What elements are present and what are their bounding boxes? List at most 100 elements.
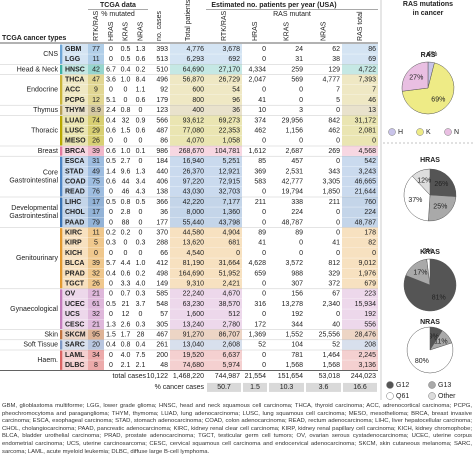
table-cell: 95 [92,332,100,339]
cell-shade [170,329,206,340]
table-cell: 0 [139,219,143,226]
table-cell: 548 [156,301,168,308]
table-cell: 4,777 [322,77,340,84]
table-cell: 46,665 [355,179,377,186]
panel-title: RAS mutations [403,1,453,8]
table-cell: 91,270 [183,332,205,339]
group-label: Breast [38,148,58,155]
cell-shade [88,217,104,228]
cell-shade [88,227,104,238]
group-label: CNS [43,51,58,58]
column-header: Total patients [185,0,192,41]
table-cell: 26,370 [183,168,205,175]
pie-label: 25% [433,204,447,211]
table-cell: 0 [139,250,143,257]
table-cell: 0.4 [106,270,116,277]
cancer-abbr: GBM [65,46,82,53]
cell-shade [88,176,104,187]
table-cell: 47 [92,77,100,84]
table-cell: 10 [258,107,266,114]
cell-shade [206,350,242,361]
table-cell: 77 [92,46,100,53]
percent-shade [343,382,377,392]
table-cell: 600 [192,87,204,94]
table-cell: 16,940 [183,158,205,165]
table-cell: 13,040 [183,342,205,349]
pie-slice [411,168,431,196]
table-cell: 0 [94,250,98,257]
table-cell: 52 [332,342,340,349]
table-cell: 12 [92,97,100,104]
table-cell: 0.5 [121,46,131,53]
cell-shade [88,64,104,75]
table-cell: 0 [299,240,303,247]
table-cell: 36 [160,209,168,216]
legend-label: G12 [396,382,409,389]
table-cell: 93,612 [183,117,205,124]
cell-shade [342,227,378,238]
cell-shade [206,44,242,55]
pie-slice [403,175,431,222]
cancer-abbr: BLCA [65,260,84,267]
cell-shade [206,237,242,248]
legend-swatch [428,392,436,400]
table-cell: 184 [156,158,168,165]
cancer-abbr: CESC [65,321,84,328]
cancer-abbr: DLBC [65,362,84,369]
column-header: HRAS [108,21,115,41]
table-cell: 2,081 [358,128,376,135]
cell-shade [342,319,378,330]
cancer-abbr: LUAD [65,117,84,124]
totals-cell: 53,018 [319,373,341,380]
table-cell: 41 [258,97,266,104]
cancer-abbr: OV [65,291,75,298]
table-cell: 1.0 [136,260,146,267]
table-cell: 29,956 [282,117,304,124]
cell-shade [170,74,206,85]
table-cell: 0 [336,250,340,257]
cell-shade [170,227,206,238]
cell-shade [206,227,242,238]
table-cell: 208 [364,342,376,349]
pie-label: 12% [417,177,431,184]
cell-shade [342,217,378,228]
cell-shade [342,186,378,197]
table-cell: 3.4 [136,179,146,186]
table-cell: 3,678 [222,46,240,53]
abbr-cell [63,74,88,85]
table-cell: 22,240 [183,291,205,298]
table-cell: 0.6 [136,128,146,135]
percent-cell: 10.3 [280,384,294,391]
cell-shade [342,237,378,248]
table-cell: 0.6 [106,128,116,135]
legend-label: K [426,129,431,136]
cell-shade [170,125,206,136]
table-cell: 0 [109,291,113,298]
table-cell: 583 [254,179,266,186]
group-label: Genitourinary [16,255,59,262]
table-cell: 0 [109,56,113,63]
pie-slice [406,326,454,374]
cell-shade [206,166,242,177]
cell-shade [170,278,206,289]
table-cell: 1.0 [121,77,131,84]
table-cell: 0 [124,240,128,247]
table-cell: 223 [364,291,376,298]
cell-shade [206,278,242,289]
cell-shade [206,125,242,136]
table-cell: 81,190 [183,260,205,267]
abbr-cell [63,217,88,228]
legend-label: Q61 [396,393,409,400]
table-cell: 17 [92,209,100,216]
group-label: Gastrointestinal [9,213,58,220]
percent-cell: 16.6 [353,384,367,391]
table-cell: 19,520 [183,352,205,359]
table-cell: 129 [328,66,340,73]
table-cell: 0.7 [121,291,131,298]
table-cell: 0.3 [106,240,116,247]
cell-shade [88,360,104,371]
group-label: Core [43,169,58,176]
table-cell: 24 [295,46,303,53]
table-cell: 4,628 [248,260,266,267]
table-cell: 42 [92,66,100,73]
